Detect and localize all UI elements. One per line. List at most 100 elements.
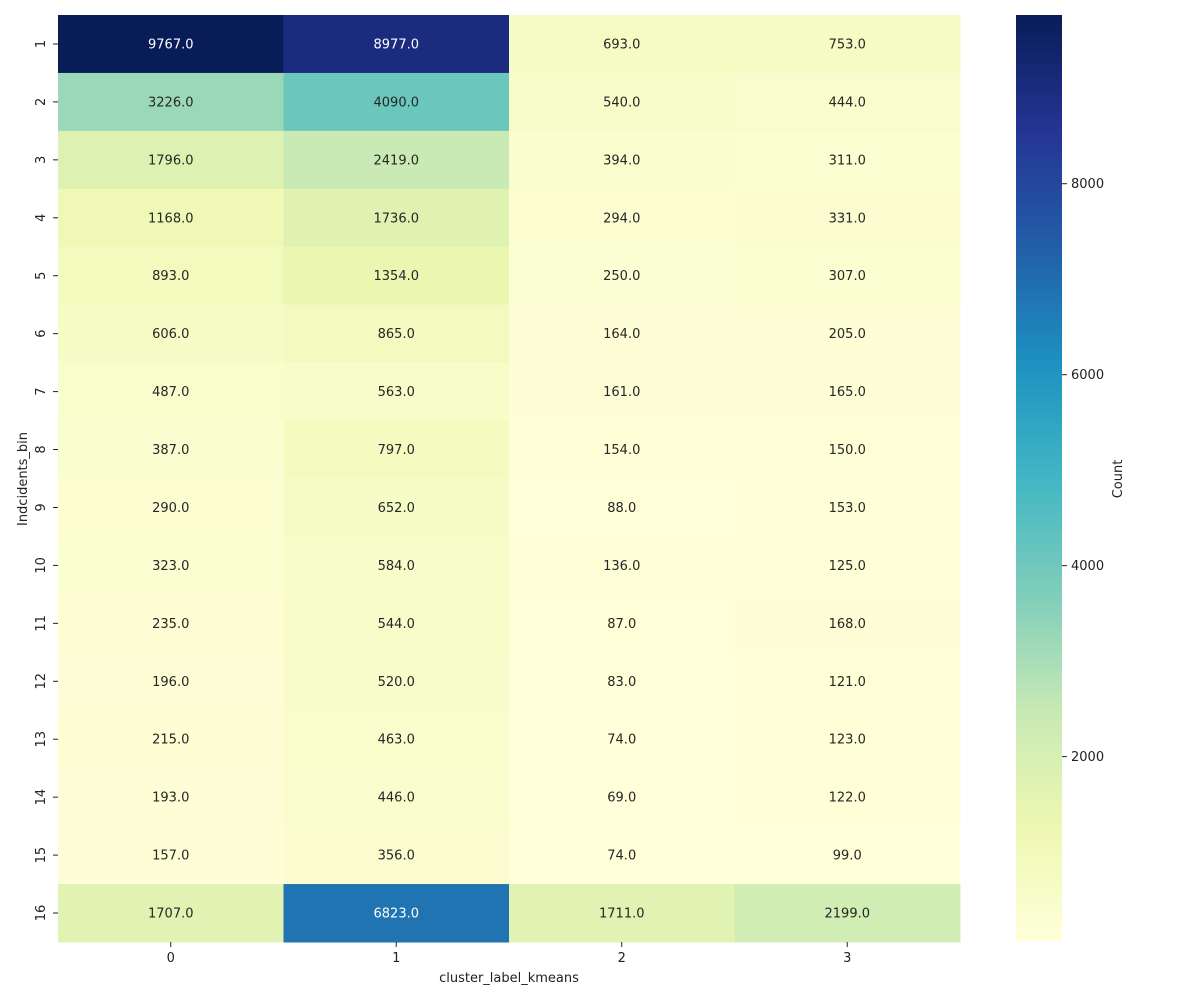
cell-value-label: 290.0 (152, 501, 189, 516)
cell-value-label: 394.0 (603, 153, 640, 168)
x-axis-label: cluster_label_kmeans (439, 971, 579, 986)
heatmap-cell-labels: 9767.0 8977.0 693.0 753.0 3226.0 4090.0 540.0 4… (148, 37, 870, 921)
cell-value-label: 753.0 (829, 37, 866, 52)
colorbar-tick-label: 2000 (1071, 750, 1104, 765)
heatmap-cell (58, 130, 284, 190)
heatmap-cell (509, 420, 735, 479)
heatmap-cell (509, 15, 735, 74)
cell-value-label: 196.0 (152, 675, 189, 690)
cell-value-label: 9767.0 (148, 37, 194, 52)
heatmap-cell (734, 826, 961, 885)
heatmap-cell (509, 362, 735, 422)
cell-value-label: 122.0 (829, 791, 866, 806)
cell-value-label: 74.0 (607, 733, 636, 748)
cell-value-label: 2199.0 (825, 907, 871, 922)
y-tick-label: 10 (34, 557, 49, 574)
y-tick-label: 5 (34, 272, 49, 280)
heatmap-cell (509, 826, 735, 885)
cell-value-label: 2419.0 (374, 153, 420, 168)
heatmap-cell (58, 826, 284, 885)
cell-value-label: 4090.0 (374, 95, 420, 110)
x-axis: 0 1 2 3 (167, 942, 851, 966)
y-axis-label: Indcidents_bin (16, 432, 31, 526)
heatmap-cell (509, 72, 735, 132)
heatmap-cell (58, 768, 284, 827)
cell-value-label: 387.0 (152, 443, 189, 458)
heatmap-cell (58, 15, 284, 74)
cell-value-label: 520.0 (378, 675, 415, 690)
cell-value-label: 161.0 (603, 385, 640, 400)
y-tick-label: 3 (34, 156, 49, 164)
heatmap-cell (283, 362, 510, 422)
heatmap-cell (734, 652, 961, 711)
heatmap-cell (734, 768, 961, 827)
cell-value-label: 8977.0 (374, 37, 420, 52)
heatmap-cell (58, 652, 284, 711)
heatmap-cell (283, 594, 510, 653)
heatmap-cell (509, 594, 735, 653)
heatmap-cell (58, 478, 284, 537)
cell-value-label: 69.0 (607, 791, 636, 806)
heatmap-cell (734, 304, 961, 364)
cell-value-label: 331.0 (829, 211, 866, 226)
cell-value-label: 563.0 (378, 385, 415, 400)
y-tick-label: 1 (34, 40, 49, 48)
heatmap-cell (283, 130, 510, 190)
heatmap-cell (734, 72, 961, 132)
cell-value-label: 1707.0 (148, 907, 194, 922)
colorbar-label: Count (1111, 460, 1126, 499)
y-tick-label: 9 (34, 503, 49, 511)
cell-value-label: 125.0 (829, 559, 866, 574)
heatmap-cell (509, 188, 735, 248)
x-tick-label: 0 (167, 951, 175, 966)
heatmap-cell (734, 478, 961, 537)
heatmap-cell (283, 188, 510, 248)
cell-value-label: 865.0 (378, 327, 415, 342)
heatmap-cell (58, 420, 284, 479)
cell-value-label: 1354.0 (374, 269, 420, 284)
heatmap-cell (734, 130, 961, 190)
cell-value-label: 235.0 (152, 617, 189, 632)
heatmap-cell (58, 246, 284, 306)
cell-value-label: 540.0 (603, 95, 640, 110)
heatmap-cell (58, 710, 284, 769)
y-tick-label: 8 (34, 445, 49, 453)
cell-value-label: 168.0 (829, 617, 866, 632)
y-tick-label: 11 (34, 615, 49, 632)
heatmap-cell (734, 536, 961, 595)
heatmap-cell (283, 768, 510, 827)
cell-value-label: 83.0 (607, 675, 636, 690)
heatmap-cell (58, 536, 284, 595)
heatmap-cell (509, 652, 735, 711)
colorbar-ticks: 2000 4000 6000 8000 (1062, 177, 1104, 765)
heatmap-cell (283, 246, 510, 306)
heatmap-cell (509, 478, 735, 537)
cell-value-label: 136.0 (603, 559, 640, 574)
cell-value-label: 444.0 (829, 95, 866, 110)
heatmap-cell (283, 884, 510, 943)
cell-value-label: 164.0 (603, 327, 640, 342)
cell-value-label: 250.0 (603, 269, 640, 284)
cell-value-label: 487.0 (152, 385, 189, 400)
heatmap-cell (58, 884, 284, 943)
heatmap-cell (734, 884, 961, 943)
heatmap-cell (283, 304, 510, 364)
y-tick-label: 4 (34, 214, 49, 222)
cell-value-label: 1796.0 (148, 153, 194, 168)
cell-value-label: 99.0 (833, 849, 862, 864)
heatmap-cell (283, 420, 510, 479)
cell-value-label: 797.0 (378, 443, 415, 458)
cell-value-label: 294.0 (603, 211, 640, 226)
heatmap-cell (283, 826, 510, 885)
cell-value-label: 165.0 (829, 385, 866, 400)
heatmap-cell (283, 72, 510, 132)
cell-value-label: 153.0 (829, 501, 866, 516)
heatmap-cell (509, 246, 735, 306)
cell-value-label: 1711.0 (599, 907, 645, 922)
colorbar (1016, 15, 1062, 941)
heatmap-cell (283, 652, 510, 711)
heatmap-cell (58, 362, 284, 422)
cell-value-label: 1736.0 (374, 211, 420, 226)
